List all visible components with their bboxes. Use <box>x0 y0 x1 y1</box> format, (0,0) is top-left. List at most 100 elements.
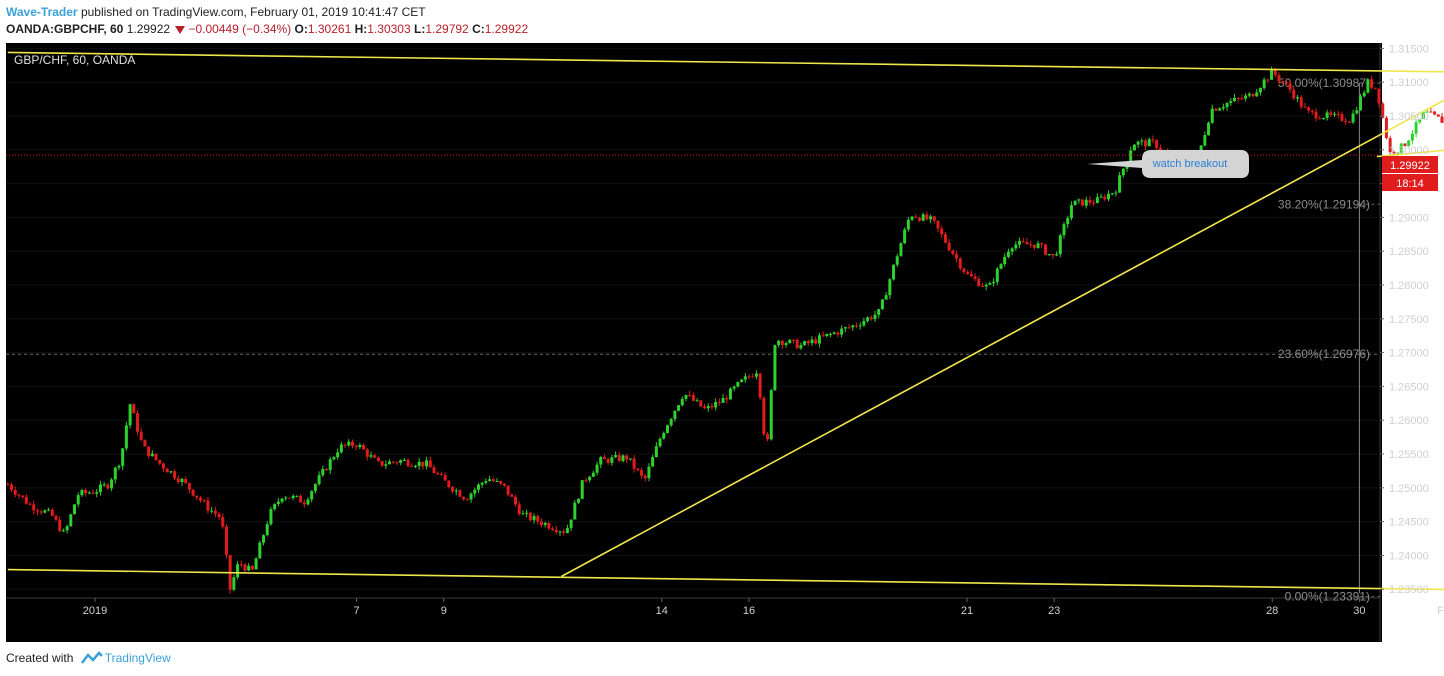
candle-body <box>1307 107 1311 111</box>
last-price-value: 1.29922 <box>1390 160 1430 172</box>
candle-body <box>499 480 503 484</box>
candle-body <box>673 410 677 419</box>
candle-body <box>199 497 203 501</box>
candle-body <box>988 283 992 285</box>
author-link[interactable]: Wave-Trader <box>6 5 78 19</box>
candle-body <box>1425 111 1429 113</box>
candle-body <box>888 279 892 296</box>
candle-body <box>1003 256 1007 265</box>
candle-body <box>914 216 918 218</box>
candle-body <box>906 219 910 230</box>
candle-body <box>840 328 844 335</box>
candle-body <box>640 470 644 476</box>
plot-area[interactable] <box>6 43 1380 598</box>
candle-body <box>943 234 947 243</box>
candle-body <box>502 483 506 486</box>
candle-body <box>276 501 280 505</box>
candle-body <box>265 524 269 536</box>
candle-body <box>369 455 373 457</box>
candle-body <box>247 565 251 571</box>
tradingview-link[interactable]: TradingView <box>104 651 171 665</box>
x-tick-label: 21 <box>961 605 973 617</box>
candle-body <box>962 268 966 273</box>
price-chart[interactable]: 50.00%(1.30987) 38.20%(1.29194) 23.60%(1.2… <box>0 40 1444 642</box>
candle-body <box>1032 244 1036 248</box>
candle-body <box>1288 83 1292 90</box>
candle-body <box>421 461 425 467</box>
candle-body <box>558 531 562 533</box>
candle-body <box>810 339 814 344</box>
candle-body <box>1010 248 1014 252</box>
close-value: 1.29922 <box>484 22 529 36</box>
candle-body <box>202 500 206 502</box>
candle-body <box>691 395 695 401</box>
y-tick-label: 1.23500 <box>1389 584 1429 596</box>
channel-lower-line <box>7 568 1444 591</box>
y-tick-label: 1.25000 <box>1389 483 1429 495</box>
candle-body <box>762 397 766 435</box>
y-tick-label: 1.29000 <box>1389 212 1429 224</box>
candle-body <box>1418 118 1422 123</box>
candle-body <box>1325 112 1329 119</box>
candle-body <box>1351 113 1355 123</box>
callout[interactable]: watch breakout <box>1087 150 1249 178</box>
time-axis[interactable]: 201979141621232830Feb5711 <box>83 598 1444 617</box>
y-tick-label: 1.31000 <box>1389 77 1429 89</box>
candle-body <box>1229 101 1233 103</box>
candle-body <box>1270 69 1274 80</box>
candle-body <box>688 394 692 396</box>
candle-body <box>925 214 929 220</box>
candle-body <box>577 498 581 503</box>
candle-body <box>1036 243 1040 248</box>
candle-body <box>1025 241 1029 245</box>
candle-body <box>117 465 121 468</box>
candle-body <box>473 489 477 494</box>
candle-body <box>1236 97 1240 99</box>
candle-body <box>213 510 217 514</box>
candle-body <box>695 400 699 402</box>
price-axis[interactable]: 1.315001.310001.305001.300001.295001.290… <box>1380 43 1429 596</box>
y-tick-label: 1.24000 <box>1389 550 1429 562</box>
candle-body <box>951 250 955 255</box>
candle-body <box>284 497 288 499</box>
candle-body <box>21 495 25 497</box>
candle-body <box>510 494 514 497</box>
candle-body <box>124 425 128 449</box>
candle-body <box>332 457 336 460</box>
candle-body <box>187 482 191 490</box>
candle-body <box>725 398 729 400</box>
candle-body <box>147 446 151 457</box>
candle-body <box>76 495 80 505</box>
candle-body <box>647 466 651 479</box>
candle-body <box>1092 202 1096 204</box>
x-tick-label: 23 <box>1048 605 1060 617</box>
candle-body <box>606 458 610 463</box>
candle-body <box>358 444 362 448</box>
candle-body <box>58 519 62 532</box>
symbol-label: OANDA:GBPCHF, 60 <box>6 22 124 36</box>
candle-body <box>714 402 718 408</box>
candle-body <box>413 466 417 468</box>
candle-body <box>1333 113 1337 115</box>
candle-body <box>851 325 855 328</box>
publish-info: Wave-Trader published on TradingView.com… <box>6 5 426 19</box>
candle-body <box>1388 138 1392 152</box>
candle-body <box>476 484 480 490</box>
candle-body <box>1410 133 1414 141</box>
fibonacci-retracement[interactable]: 50.00%(1.30987) 38.20%(1.29194) 23.60%(1.2… <box>6 76 1380 604</box>
x-tick-label: 7 <box>354 605 360 617</box>
candle-body <box>1029 244 1033 246</box>
candle-body <box>336 452 340 458</box>
trend-lines[interactable] <box>7 51 1444 595</box>
candle-body <box>417 461 421 467</box>
candle-body <box>1232 97 1236 102</box>
candle-body <box>1073 200 1077 206</box>
candle-body <box>658 438 662 447</box>
candle-body <box>1318 118 1322 120</box>
candle-body <box>1414 122 1418 134</box>
candle-body <box>788 339 792 344</box>
candle-body <box>206 500 210 511</box>
candle-body <box>947 242 951 251</box>
candle-body <box>873 314 877 320</box>
candle-body <box>313 484 317 492</box>
